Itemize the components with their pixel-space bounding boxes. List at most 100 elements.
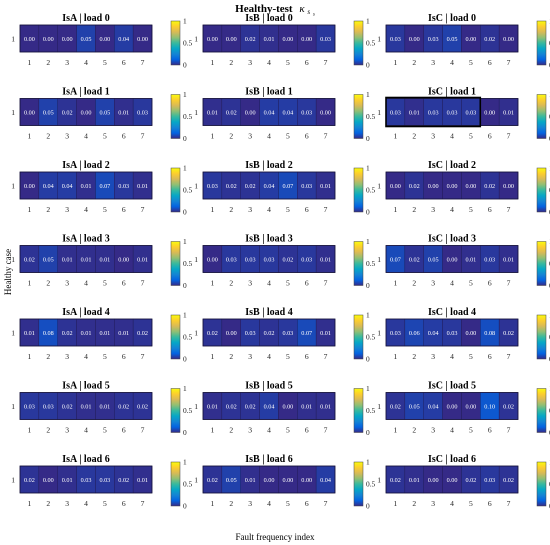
heatmap-frame — [19, 245, 153, 273]
colorbar — [170, 241, 181, 286]
heatmap-panel: IsA | load 6 1 0.02 1 0.00 2 0.01 3 0.03 4 0.03 5 0.… — [11, 454, 192, 511]
x-tick-label: 2 — [46, 426, 50, 435]
x-tick-label: 1 — [394, 58, 398, 67]
x-tick-label: 4 — [84, 426, 88, 435]
cell-value-label: 0.02 — [409, 256, 420, 263]
panel-title: IsB | load 3 — [245, 234, 293, 245]
x-tick-label: 7 — [141, 58, 145, 67]
x-tick-label: 2 — [46, 205, 50, 214]
cell-value-label: 0.02 — [207, 330, 218, 337]
cell-value-label: 0.03 — [428, 36, 439, 43]
colorbar-tick-label: 1 — [183, 458, 187, 467]
cell-value-label: 0.00 — [465, 330, 476, 337]
colorbar — [170, 94, 181, 139]
x-tick-label: 1 — [28, 132, 32, 141]
x-axis-label: Fault frequency index — [236, 532, 315, 542]
cell-value-label: 0.00 — [226, 330, 237, 337]
cell-value-label: 0.00 — [301, 477, 312, 484]
heatmap-panel: IsA | load 3 1 0.02 1 0.05 2 0.01 3 0.01 4 0.01 5 0.… — [11, 234, 192, 291]
heatmap-panel: IsA | load 4 1 0.01 1 0.08 2 0.02 3 0.01 4 0.01 5 0.… — [11, 307, 192, 364]
cell-value-label: 0.00 — [118, 256, 129, 263]
cell-value-label: 0.00 — [447, 403, 458, 410]
cell-value-label: 0.01 — [503, 256, 514, 263]
x-tick-label: 1 — [394, 279, 398, 288]
cell-value-label: 0.01 — [81, 183, 92, 190]
colorbar-tick-label: 0.5 — [366, 333, 376, 342]
heatmap-frame — [19, 318, 153, 347]
y-tick-label: 1 — [377, 402, 381, 411]
x-tick-label: 4 — [267, 426, 271, 435]
x-tick-label: 6 — [305, 279, 309, 288]
cell-value-label: 0.03 — [484, 256, 495, 263]
x-tick-label: 3 — [431, 499, 435, 508]
x-tick-label: 6 — [122, 426, 126, 435]
cell-value-label: 0.05 — [43, 109, 54, 116]
colorbar-tick-label: 0 — [366, 61, 370, 70]
heatmap-panel: IsC | load 4 1 0.03 1 0.06 2 0.04 3 0.03 4 0.00 5 0.… — [377, 307, 550, 364]
x-tick-label: 2 — [412, 279, 416, 288]
x-tick-label: 5 — [469, 426, 473, 435]
colorbar-tick-label: 0.5 — [366, 39, 376, 48]
cell-value-label: 0.01 — [118, 330, 129, 337]
y-tick-label: 1 — [194, 35, 198, 44]
cell-value-label: 0.00 — [409, 36, 420, 43]
cell-value-label: 0.07 — [390, 256, 401, 263]
heatmap-frame — [19, 392, 153, 420]
cell-value-label: 0.01 — [81, 256, 92, 263]
colorbar-tick-label: 1 — [366, 384, 370, 393]
x-tick-label: 6 — [488, 58, 492, 67]
y-tick-label: 1 — [194, 108, 198, 117]
panel-title: IsC | load 3 — [428, 234, 476, 245]
heatmap-panel: IsA | load 2 1 0.00 1 0.04 2 0.04 3 0.01 4 0.07 5 0.… — [11, 160, 192, 217]
x-tick-label: 7 — [324, 205, 328, 214]
cell-value-label: 0.02 — [118, 403, 129, 410]
heatmap-frame — [19, 171, 153, 200]
x-tick-label: 4 — [450, 352, 454, 361]
y-tick-label: 1 — [194, 476, 198, 485]
x-tick-label: 4 — [450, 279, 454, 288]
x-tick-label: 5 — [469, 132, 473, 141]
x-tick-label: 3 — [65, 279, 69, 288]
panel-title: IsA | load 4 — [62, 307, 110, 318]
cell-value-label: 0.03 — [137, 109, 148, 116]
colorbar-tick-label: 0 — [183, 355, 187, 364]
x-tick-label: 3 — [65, 58, 69, 67]
colorbar-tick-label: 0.5 — [183, 259, 193, 268]
x-tick-label: 2 — [229, 132, 233, 141]
cell-value-label: 0.03 — [390, 330, 401, 337]
x-tick-label: 7 — [507, 499, 511, 508]
x-tick-label: 6 — [305, 205, 309, 214]
panel-title: IsC | load 1 — [428, 87, 476, 98]
y-tick-label: 1 — [194, 329, 198, 338]
colorbar-tick-label: 0.5 — [183, 480, 193, 489]
x-tick-label: 5 — [469, 499, 473, 508]
x-tick-label: 6 — [305, 132, 309, 141]
cell-value-label: 0.04 — [428, 403, 439, 410]
heatmap-frame — [385, 465, 519, 494]
x-tick-label: 4 — [450, 58, 454, 67]
main-title-text: Healthy-test — [235, 3, 293, 15]
y-tick-label: 1 — [11, 255, 15, 264]
cell-value-label: 0.03 — [118, 183, 129, 190]
x-tick-label: 4 — [450, 426, 454, 435]
colorbar — [536, 388, 547, 433]
y-tick-label: 1 — [377, 108, 381, 117]
cell-value-label: 0.00 — [484, 109, 495, 116]
x-tick-label: 4 — [267, 499, 271, 508]
colorbar-tick-label: 0 — [183, 502, 187, 511]
x-tick-label: 4 — [267, 58, 271, 67]
cell-value-label: 0.00 — [282, 403, 293, 410]
heatmap-frame — [385, 318, 519, 347]
x-tick-label: 7 — [507, 352, 511, 361]
cell-value-label: 0.07 — [99, 183, 110, 190]
panel-title: IsC | load 5 — [428, 381, 476, 392]
x-tick-label: 1 — [211, 58, 215, 67]
heatmap-frame — [385, 392, 519, 420]
cell-value-label: 0.05 — [81, 36, 92, 43]
cell-value-label: 0.07 — [301, 330, 312, 337]
x-tick-label: 5 — [286, 132, 290, 141]
x-tick-label: 4 — [450, 132, 454, 141]
cell-value-label: 0.00 — [226, 36, 237, 43]
heatmap-panel: IsB | load 3 1 0.00 1 0.03 2 0.03 3 0.03 4 0.02 5 0.… — [194, 234, 375, 291]
x-tick-label: 2 — [46, 132, 50, 141]
